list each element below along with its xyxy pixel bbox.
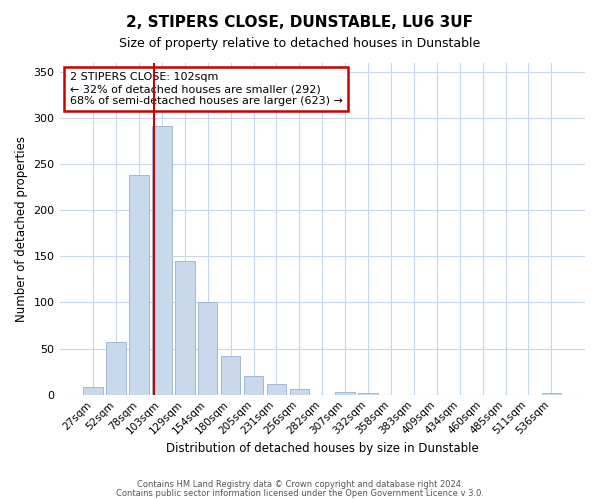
Bar <box>244 376 263 394</box>
Bar <box>542 393 561 394</box>
Bar <box>335 392 355 394</box>
Bar <box>129 175 149 394</box>
Bar <box>175 261 194 394</box>
Text: Size of property relative to detached houses in Dunstable: Size of property relative to detached ho… <box>119 38 481 51</box>
Bar <box>198 302 217 394</box>
Bar <box>290 389 309 394</box>
Bar <box>83 388 103 394</box>
Y-axis label: Number of detached properties: Number of detached properties <box>15 136 28 322</box>
Bar <box>358 393 378 394</box>
X-axis label: Distribution of detached houses by size in Dunstable: Distribution of detached houses by size … <box>166 442 479 455</box>
Text: Contains public sector information licensed under the Open Government Licence v : Contains public sector information licen… <box>116 489 484 498</box>
Text: 2 STIPERS CLOSE: 102sqm
← 32% of detached houses are smaller (292)
68% of semi-d: 2 STIPERS CLOSE: 102sqm ← 32% of detache… <box>70 72 343 106</box>
Bar <box>152 126 172 394</box>
Text: Contains HM Land Registry data © Crown copyright and database right 2024.: Contains HM Land Registry data © Crown c… <box>137 480 463 489</box>
Bar <box>106 342 126 394</box>
Text: 2, STIPERS CLOSE, DUNSTABLE, LU6 3UF: 2, STIPERS CLOSE, DUNSTABLE, LU6 3UF <box>127 15 473 30</box>
Bar <box>267 384 286 394</box>
Bar <box>221 356 241 395</box>
